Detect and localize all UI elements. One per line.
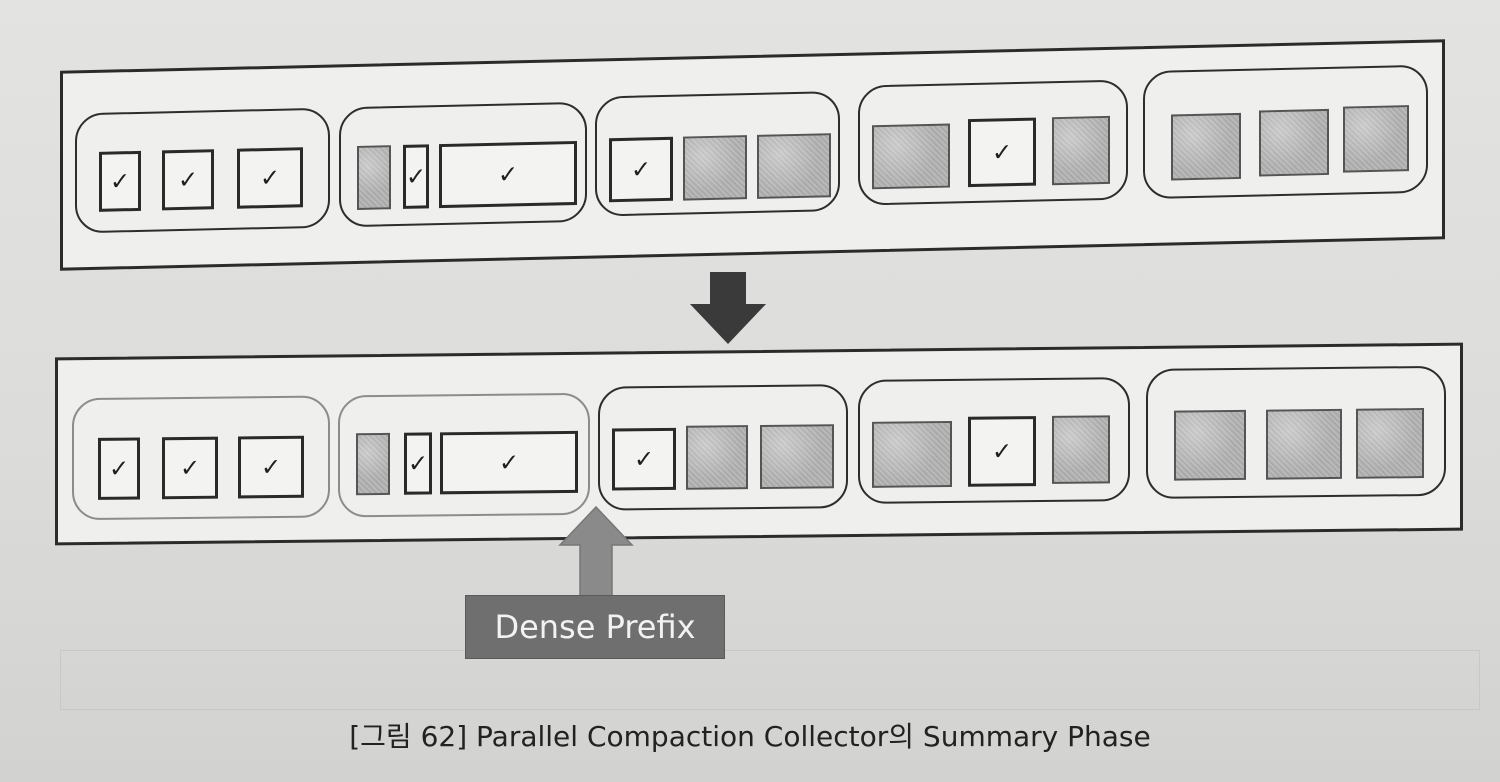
- check-icon: ✓: [633, 445, 655, 474]
- check-icon: ✓: [259, 163, 281, 193]
- region-5: [1143, 64, 1428, 200]
- check-icon: ✓: [179, 453, 201, 483]
- check-icon: ✓: [407, 449, 429, 478]
- dead-object: [1259, 108, 1329, 177]
- live-object: ✓: [162, 149, 214, 211]
- live-object: ✓: [968, 416, 1036, 487]
- region-2: ✓ ✓: [339, 101, 587, 228]
- dead-object: [1266, 408, 1342, 480]
- dead-object: [356, 432, 390, 496]
- dead-object: [1356, 408, 1424, 479]
- check-icon: ✓: [498, 448, 520, 477]
- dead-object: [760, 424, 834, 489]
- dead-object: [686, 425, 748, 490]
- region-1-compacted: ✓ ✓ ✓: [72, 395, 330, 521]
- check-icon: ✓: [630, 155, 652, 184]
- dead-object: [357, 145, 391, 210]
- region-4: ✓: [858, 79, 1128, 206]
- live-object: ✓: [99, 150, 141, 212]
- dead-object: [683, 135, 747, 201]
- figure-caption: [그림 62] Parallel Compaction Collector의 S…: [349, 720, 1151, 753]
- region-3: ✓: [598, 384, 848, 511]
- live-object: ✓: [162, 436, 218, 500]
- up-arrow-icon: [558, 505, 634, 597]
- region-3: ✓: [595, 91, 840, 217]
- region-4: ✓: [858, 377, 1130, 504]
- region-1: ✓ ✓ ✓: [75, 107, 330, 234]
- live-object: ✓: [98, 437, 140, 500]
- dead-object: [1343, 105, 1409, 173]
- live-object: ✓: [612, 427, 676, 491]
- dead-object: [1052, 115, 1110, 186]
- check-icon: ✓: [991, 138, 1013, 167]
- dead-object: [1171, 112, 1241, 181]
- dead-object: [1174, 409, 1246, 481]
- page-border: [60, 650, 1480, 710]
- live-object: ✓: [609, 136, 673, 203]
- live-object: ✓: [440, 430, 578, 495]
- check-icon: ✓: [405, 162, 427, 191]
- check-icon: ✓: [109, 167, 131, 196]
- dead-object: [872, 123, 950, 190]
- live-object: ✓: [968, 117, 1036, 188]
- live-object: ✓: [404, 432, 432, 495]
- dead-object: [872, 420, 952, 488]
- live-object: ✓: [238, 435, 304, 499]
- heap-after: ✓ ✓ ✓ ✓ ✓ ✓ ✓: [55, 342, 1463, 546]
- check-icon: ✓: [991, 437, 1013, 466]
- dead-object: [1052, 415, 1110, 484]
- check-icon: ✓: [497, 160, 519, 189]
- live-object: ✓: [439, 140, 577, 209]
- heap-before: ✓ ✓ ✓ ✓ ✓ ✓ ✓: [60, 39, 1445, 271]
- live-object: ✓: [237, 147, 303, 209]
- dead-object: [757, 133, 831, 199]
- check-icon: ✓: [260, 453, 282, 482]
- check-icon: ✓: [108, 454, 130, 483]
- dense-prefix-label: Dense Prefix: [465, 595, 725, 659]
- down-arrow-icon: [690, 272, 766, 344]
- region-2-compacted: ✓ ✓: [338, 392, 590, 518]
- live-object: ✓: [403, 144, 429, 209]
- region-5: [1146, 365, 1446, 499]
- check-icon: ✓: [177, 165, 199, 195]
